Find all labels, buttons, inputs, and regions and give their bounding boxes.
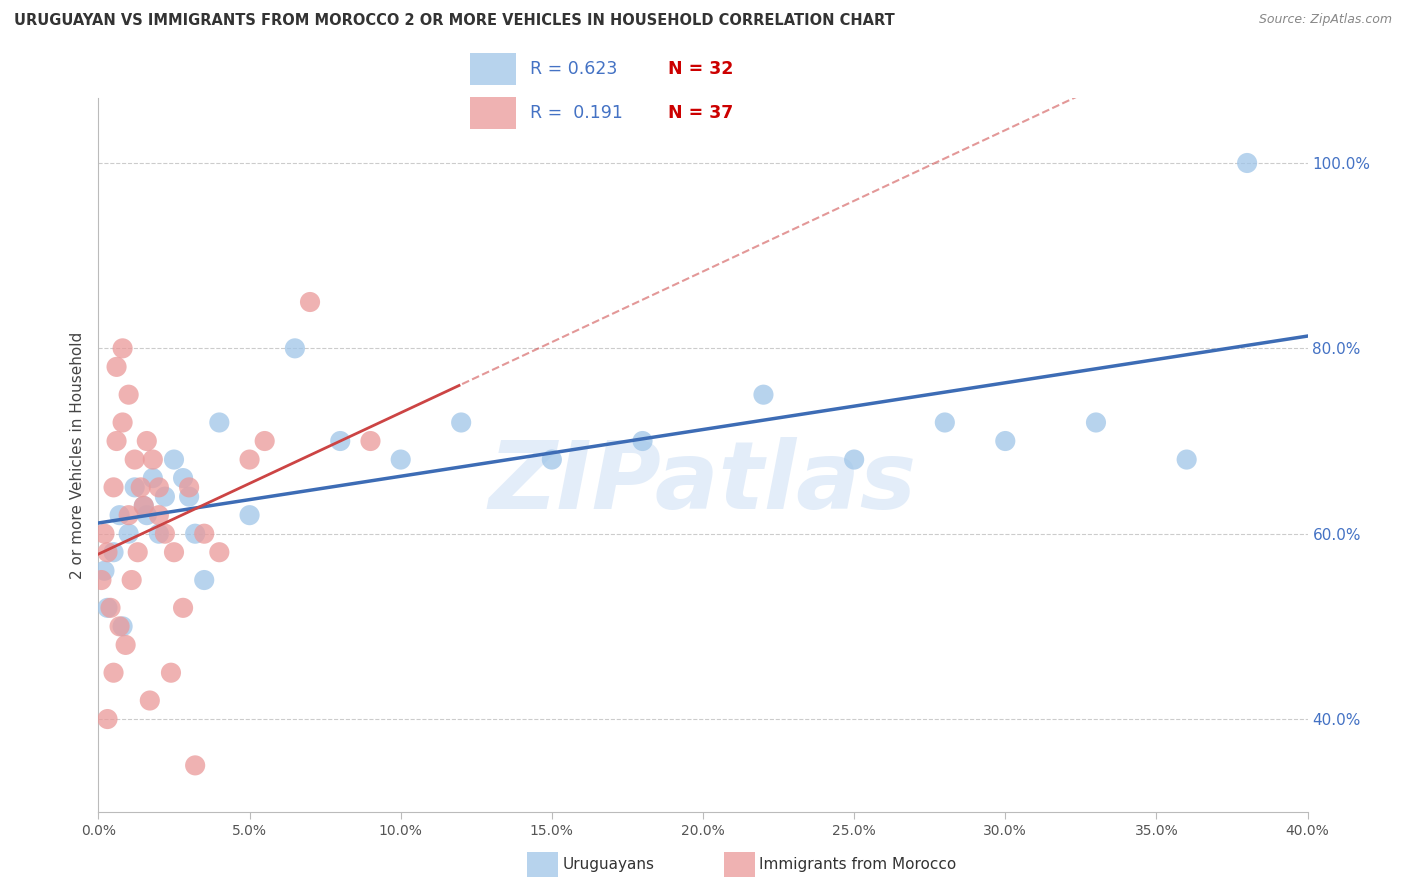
Point: [934, 416, 956, 430]
FancyBboxPatch shape: [470, 53, 516, 85]
Point: [184, 758, 207, 772]
Point: [153, 526, 176, 541]
Point: [239, 452, 262, 467]
Point: [631, 434, 654, 448]
Point: [360, 434, 382, 448]
Point: [163, 545, 186, 559]
Point: [111, 619, 134, 633]
Point: [96, 600, 118, 615]
Point: [163, 452, 186, 467]
Point: [135, 508, 157, 523]
Text: N = 32: N = 32: [668, 60, 734, 78]
Point: [103, 665, 125, 680]
Text: URUGUAYAN VS IMMIGRANTS FROM MOROCCO 2 OR MORE VEHICLES IN HOUSEHOLD CORRELATION: URUGUAYAN VS IMMIGRANTS FROM MOROCCO 2 O…: [14, 13, 894, 29]
Text: R =  0.191: R = 0.191: [530, 104, 623, 122]
FancyBboxPatch shape: [470, 97, 516, 129]
Point: [90, 573, 112, 587]
Point: [172, 600, 194, 615]
Point: [132, 499, 155, 513]
Point: [93, 526, 115, 541]
Point: [105, 359, 128, 374]
Text: N = 37: N = 37: [668, 104, 734, 122]
Point: [93, 564, 115, 578]
Point: [108, 619, 131, 633]
Point: [1236, 156, 1258, 170]
Point: [111, 342, 134, 356]
Point: [105, 434, 128, 448]
Point: [129, 480, 152, 494]
Point: [114, 638, 136, 652]
Point: [160, 665, 183, 680]
Point: [103, 545, 125, 559]
Point: [148, 526, 170, 541]
Text: Immigrants from Morocco: Immigrants from Morocco: [759, 857, 956, 871]
Point: [96, 712, 118, 726]
Point: [118, 387, 141, 401]
Point: [153, 490, 176, 504]
Text: Source: ZipAtlas.com: Source: ZipAtlas.com: [1258, 13, 1392, 27]
Point: [142, 471, 165, 485]
Point: [124, 480, 146, 494]
Point: [127, 545, 149, 559]
Point: [142, 452, 165, 467]
Point: [752, 387, 775, 401]
Point: [148, 508, 170, 523]
Point: [111, 416, 134, 430]
Point: [541, 452, 564, 467]
Point: [184, 526, 207, 541]
Point: [118, 508, 141, 523]
Point: [239, 508, 262, 523]
Point: [179, 480, 201, 494]
Point: [329, 434, 352, 448]
Point: [193, 526, 215, 541]
Text: R = 0.623: R = 0.623: [530, 60, 617, 78]
Point: [193, 573, 215, 587]
Point: [253, 434, 276, 448]
Y-axis label: 2 or more Vehicles in Household: 2 or more Vehicles in Household: [69, 331, 84, 579]
Point: [844, 452, 866, 467]
Point: [208, 416, 231, 430]
Point: [96, 545, 118, 559]
Point: [100, 600, 122, 615]
Point: [1175, 452, 1198, 467]
Point: [108, 508, 131, 523]
Point: [284, 342, 307, 356]
Point: [124, 452, 146, 467]
Point: [103, 480, 125, 494]
Point: [450, 416, 472, 430]
Point: [208, 545, 231, 559]
Point: [132, 499, 155, 513]
Point: [179, 490, 201, 504]
Point: [299, 295, 322, 310]
Point: [172, 471, 194, 485]
Point: [121, 573, 143, 587]
Text: Uruguayans: Uruguayans: [562, 857, 654, 871]
Point: [1085, 416, 1108, 430]
Point: [148, 480, 170, 494]
Point: [139, 693, 162, 707]
Point: [135, 434, 157, 448]
Text: ZIPatlas: ZIPatlas: [489, 437, 917, 530]
Point: [389, 452, 412, 467]
Point: [118, 526, 141, 541]
Point: [994, 434, 1017, 448]
